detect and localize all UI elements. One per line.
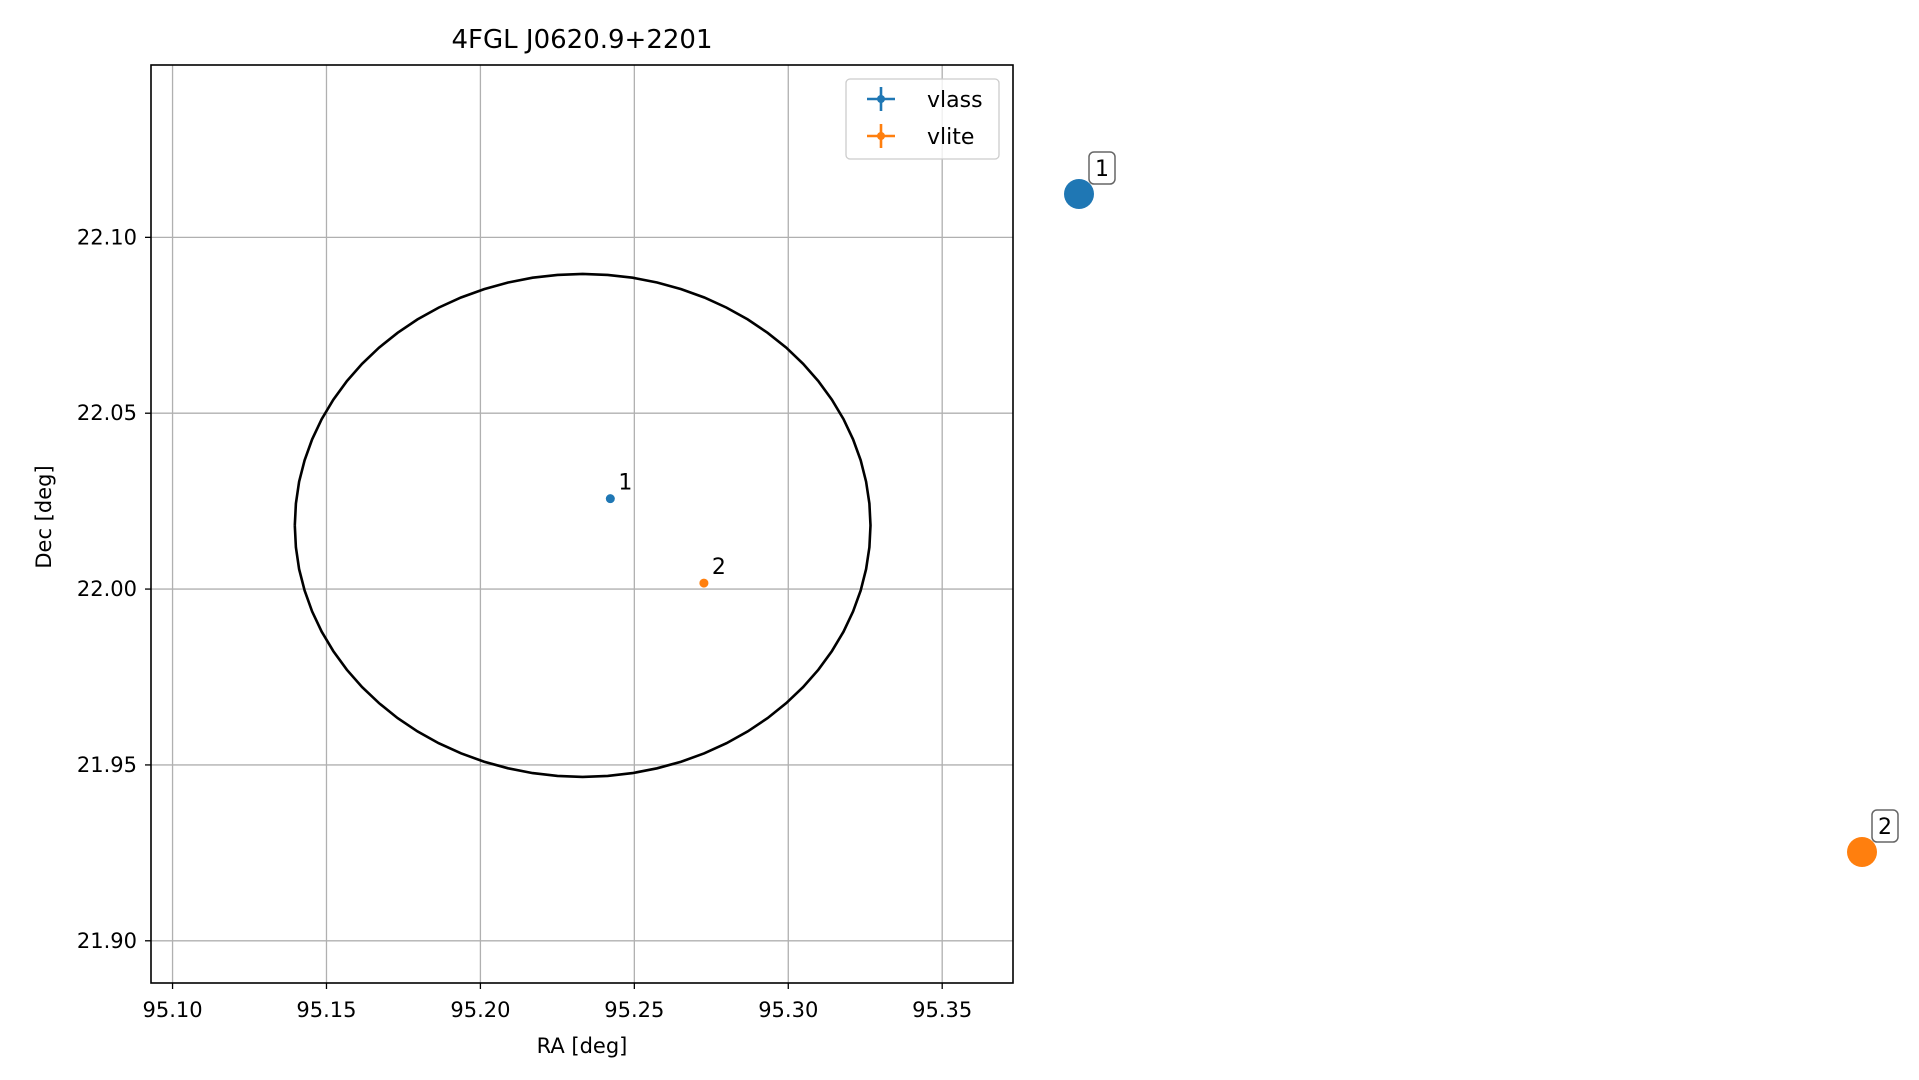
ticks: 95.10 95.15 95.20 95.25 95.30 95.35 21.90 21.95…: [77, 225, 972, 1022]
outside-markers: 12: [1064, 151, 1899, 867]
y-tick-label: 22.05: [77, 401, 137, 425]
point-label: 1: [618, 471, 632, 496]
legend-marker-vlite: [877, 132, 885, 140]
x-tick-label: 95.15: [296, 998, 356, 1022]
error-ellipse-layer: [293, 272, 872, 779]
legend-marker-vlass: [877, 95, 885, 103]
y-axis-label: Dec [deg]: [32, 465, 56, 568]
outside-marker-label: 2: [1878, 815, 1892, 840]
y-tick-label: 21.95: [77, 753, 137, 777]
legend: vlass vlite: [845, 78, 1000, 160]
y-tick-label: 22.10: [77, 225, 137, 249]
legend-label-vlite: vlite: [927, 125, 974, 150]
outside-marker: [1064, 179, 1094, 209]
x-tick-label: 95.25: [604, 998, 664, 1022]
outside-marker: [1847, 837, 1877, 867]
outside-marker-label: 1: [1095, 157, 1109, 182]
point-label: 2: [712, 555, 726, 580]
outside-marker-badge: [1871, 809, 1899, 843]
error-ellipse: [293, 272, 872, 779]
x-tick-label: 95.30: [758, 998, 818, 1022]
grid: [151, 65, 1013, 983]
x-tick-label: 95.35: [912, 998, 972, 1022]
x-axis-label: RA [deg]: [537, 1034, 628, 1058]
data-point-vlite: [699, 578, 709, 588]
y-tick-label: 22.00: [77, 577, 137, 601]
x-tick-label: 95.20: [450, 998, 510, 1022]
y-tick-label: 21.90: [77, 929, 137, 953]
axes-frame: [150, 64, 1014, 984]
data-points-layer: 12: [605, 471, 726, 588]
outside-marker-badge: [1088, 151, 1116, 185]
legend-label-vlass: vlass: [927, 88, 983, 113]
data-point-vlass: [605, 494, 615, 504]
x-tick-label: 95.10: [142, 998, 202, 1022]
chart-title: 4FGL J0620.9+2201: [452, 25, 713, 55]
